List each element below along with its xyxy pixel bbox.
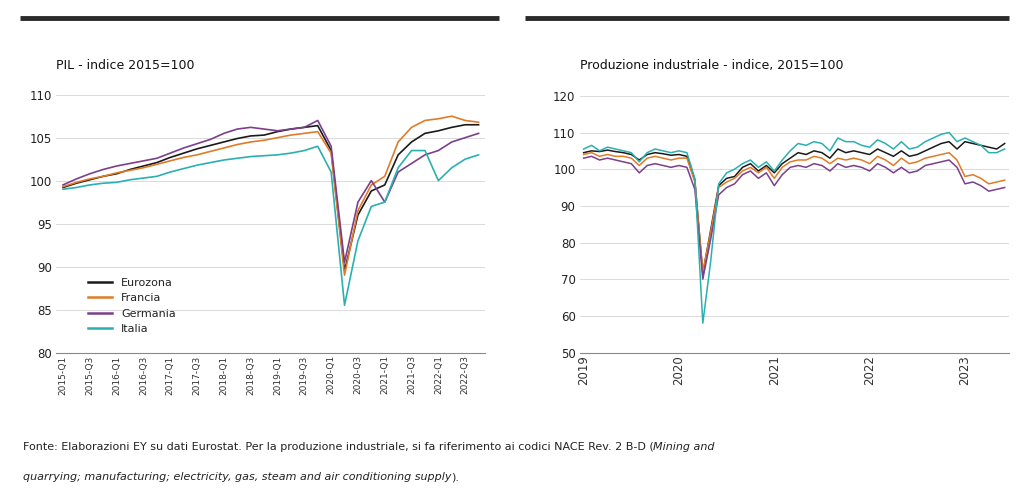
Text: Mining and: Mining and (653, 442, 715, 452)
Text: quarrying; manufacturing; electricity, gas, steam and air conditioning supply: quarrying; manufacturing; electricity, g… (23, 472, 451, 482)
Text: Fonte: Elaborazioni EY su dati Eurostat. Per la produzione industriale, si fa ri: Fonte: Elaborazioni EY su dati Eurostat.… (23, 442, 653, 452)
Text: PIL - indice 2015=100: PIL - indice 2015=100 (56, 59, 195, 72)
Legend: Eurozona, Francia, Germania, Italia: Eurozona, Francia, Germania, Italia (83, 273, 180, 338)
Text: ).: ). (451, 472, 459, 482)
Text: Produzione industriale - indice, 2015=100: Produzione industriale - indice, 2015=10… (580, 59, 843, 72)
